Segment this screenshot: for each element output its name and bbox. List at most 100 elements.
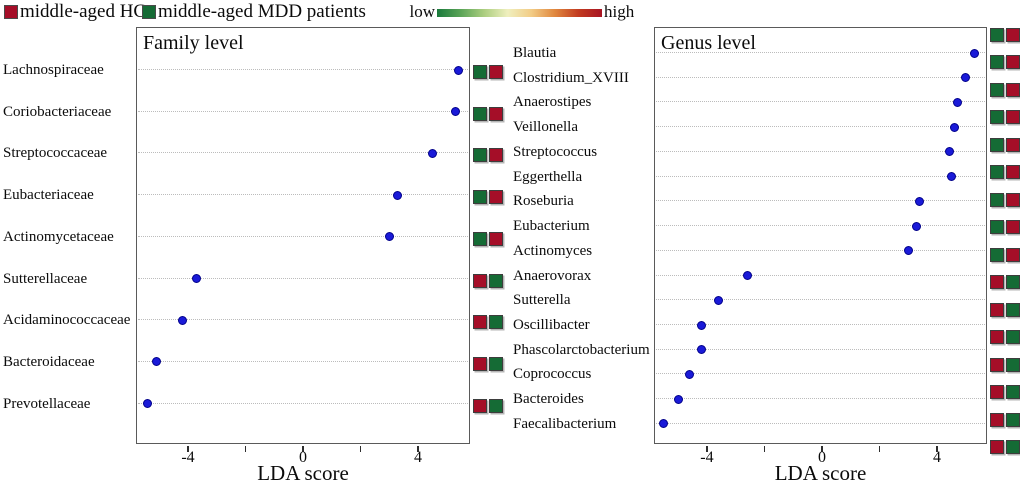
data-point xyxy=(912,221,922,231)
hc-heat-square xyxy=(1006,110,1020,125)
x-axis-label: LDA score xyxy=(257,461,349,485)
taxon-label: Blautia xyxy=(513,45,557,61)
row-gridline xyxy=(656,373,985,375)
panel-title: Family level xyxy=(143,32,244,54)
row-gridline xyxy=(138,235,468,237)
taxon-label: Coriobacteriaceae xyxy=(3,103,112,120)
data-point xyxy=(952,97,962,107)
axis-tick xyxy=(302,445,304,452)
hc-heat-square xyxy=(489,148,503,163)
row-gridline xyxy=(138,152,468,154)
taxon-label: Oscillibacter xyxy=(513,317,590,334)
data-point xyxy=(143,399,153,409)
taxon-label: Actinomycetaceae xyxy=(3,228,114,245)
axis-tick xyxy=(706,445,708,452)
taxon-label: Veillonella xyxy=(513,119,578,136)
mdd-heat-square xyxy=(1006,302,1020,317)
taxon-label: Eggerthella xyxy=(513,168,583,185)
abundance-gradient-bar xyxy=(437,9,602,17)
mdd-heat-square xyxy=(1006,357,1020,372)
data-point xyxy=(384,232,394,242)
mdd-heat-square xyxy=(990,165,1004,180)
mdd-heat-square xyxy=(473,148,487,163)
hc-heat-square xyxy=(990,302,1004,317)
data-point xyxy=(915,196,925,206)
taxon-label: Anaerovorax xyxy=(513,267,592,284)
hc-heat-square xyxy=(1006,137,1020,152)
row-gridline xyxy=(656,101,985,103)
hc-heat-square xyxy=(1006,192,1020,207)
mdd-heat-square xyxy=(1006,275,1020,290)
data-point xyxy=(393,190,403,200)
data-point xyxy=(673,394,683,404)
taxon-label: Prevotellaceae xyxy=(3,395,91,412)
mdd-heat-square xyxy=(990,137,1004,152)
data-point xyxy=(961,73,971,83)
axis-tick xyxy=(417,445,419,452)
mdd-heat-square xyxy=(1006,385,1020,400)
hc-heat-square xyxy=(489,65,503,79)
data-point xyxy=(685,369,695,379)
row-gridline xyxy=(656,150,985,152)
hc-heat-square xyxy=(489,106,503,121)
mdd-heat-square xyxy=(1006,330,1020,345)
hc-heat-square xyxy=(1006,82,1020,97)
taxon-label: Streptococcaceae xyxy=(3,145,108,162)
row-gridline xyxy=(138,277,468,279)
mdd-heat-square xyxy=(990,110,1004,125)
row-gridline xyxy=(656,175,985,177)
mdd-heat-square xyxy=(990,55,1004,70)
taxon-label: Phascolarctobacterium xyxy=(513,341,650,358)
data-point xyxy=(945,147,955,157)
mdd-legend-label: middle-aged MDD patients xyxy=(158,1,366,22)
taxon-label: Eubacteriaceae xyxy=(3,187,94,204)
row-gridline xyxy=(656,274,985,276)
row-gridline xyxy=(656,299,985,301)
data-point xyxy=(192,274,202,283)
hc-heat-square xyxy=(990,440,1004,455)
panel-frame xyxy=(654,27,987,444)
axis-tick-label: 4 xyxy=(932,449,941,466)
data-point xyxy=(946,172,956,182)
row-gridline xyxy=(656,324,985,326)
mdd-heat-square xyxy=(473,231,487,246)
hc-heat-square xyxy=(990,385,1004,400)
axis-tick xyxy=(763,445,766,452)
mdd-heat-square xyxy=(489,356,503,371)
data-point xyxy=(742,271,752,281)
mdd-heat-square xyxy=(489,273,503,288)
hc-heat-square xyxy=(473,398,487,413)
mdd-heat-square xyxy=(489,398,503,413)
mdd-heat-square xyxy=(990,28,1004,42)
mdd-heat-square xyxy=(473,65,487,79)
data-point xyxy=(450,107,460,117)
hc-heat-square xyxy=(473,356,487,371)
row-gridline xyxy=(656,348,985,350)
taxon-label: Bacteroides xyxy=(513,391,584,408)
row-gridline xyxy=(656,200,985,202)
hc-heat-square xyxy=(489,190,503,205)
mdd-heat-square xyxy=(1006,440,1020,455)
hc-heat-square xyxy=(990,275,1004,290)
axis-tick-label: -4 xyxy=(700,449,714,466)
data-point xyxy=(696,320,706,330)
row-gridline xyxy=(138,69,468,70)
panel-frame xyxy=(136,27,470,444)
gradient-low-label: low xyxy=(409,2,436,21)
mdd-heat-square xyxy=(990,82,1004,97)
row-gridline xyxy=(656,422,985,424)
axis-tick-label: 4 xyxy=(413,449,422,466)
axis-tick xyxy=(878,445,881,452)
data-point xyxy=(177,315,187,325)
taxon-label: Lachnospiraceae xyxy=(3,62,104,78)
hc-heat-square xyxy=(1006,247,1020,262)
axis-tick-label: 0 xyxy=(299,449,307,466)
data-point xyxy=(949,122,959,132)
taxon-label: Coprococcus xyxy=(513,366,592,383)
hc-heat-square xyxy=(1006,220,1020,235)
data-point xyxy=(969,48,979,58)
axis-tick xyxy=(936,445,938,452)
data-point xyxy=(713,295,723,305)
hc-heat-square xyxy=(473,315,487,330)
hc-legend-label: middle-aged HCs xyxy=(20,1,154,22)
